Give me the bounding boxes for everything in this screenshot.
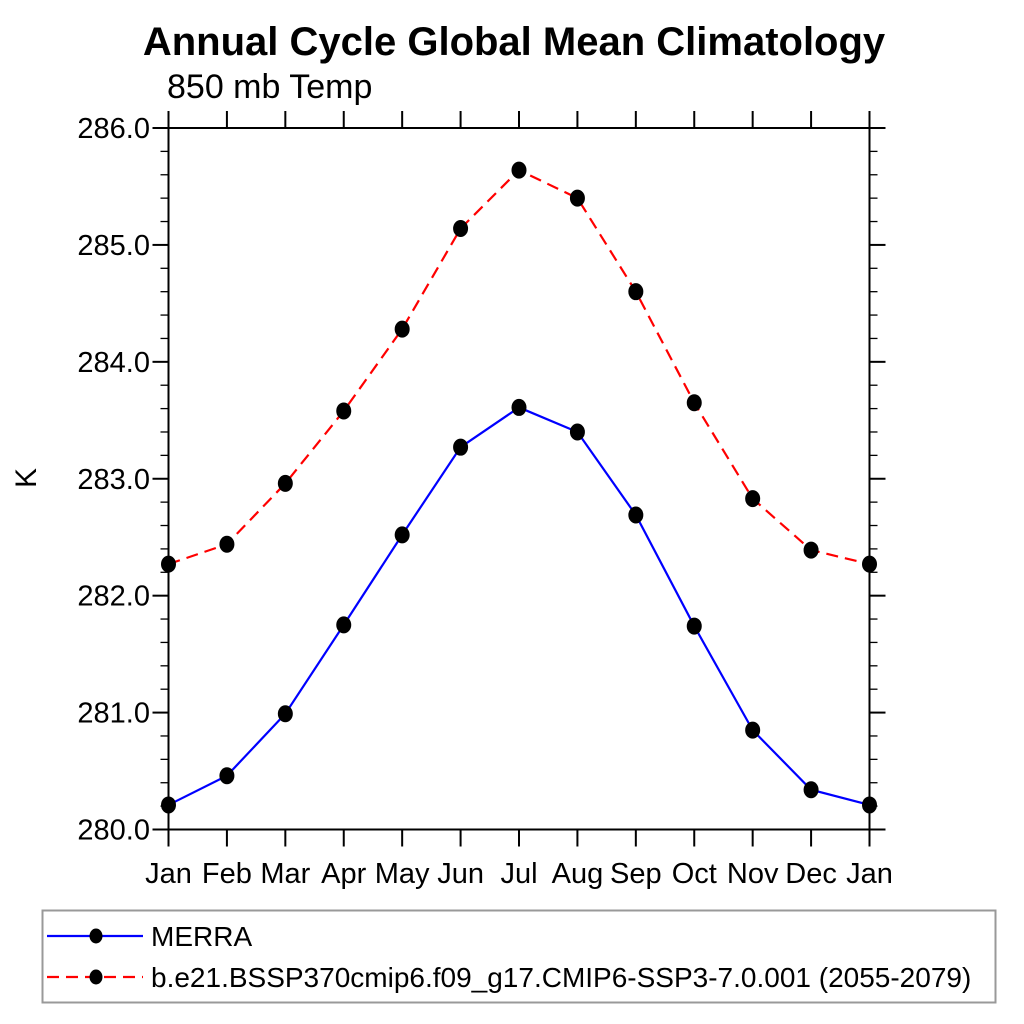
data-point-marker <box>569 423 585 441</box>
x-tick-label: Mar <box>260 858 310 890</box>
data-point-marker <box>862 796 877 814</box>
data-point-marker <box>277 705 293 723</box>
legend-box <box>41 909 997 1004</box>
legend-label: MERRA <box>151 921 252 952</box>
x-tick-label: Sep <box>610 858 662 890</box>
data-point-marker <box>277 474 293 492</box>
data-point-marker <box>862 555 877 573</box>
x-tick-label: Jan <box>846 858 893 890</box>
y-tick-label: 285.0 <box>77 230 150 262</box>
x-tick-label: Dec <box>785 858 837 890</box>
legend-label: b.e21.BSSP370cmip6.f09_g17.CMIP6-SSP3-7.… <box>151 962 971 993</box>
data-point-marker <box>336 402 352 420</box>
chart-title: Annual Cycle Global Mean Climatology <box>143 20 886 64</box>
data-point-marker <box>686 617 702 635</box>
data-point-marker <box>161 555 176 573</box>
series-line <box>168 406 870 807</box>
data-point-marker <box>511 161 527 179</box>
data-point-marker <box>453 220 469 238</box>
y-tick-label: 284.0 <box>77 347 150 379</box>
x-tick-label: Nov <box>727 858 779 890</box>
data-point-marker <box>453 438 469 456</box>
series-line <box>168 168 870 566</box>
x-tick-label: Apr <box>321 858 366 890</box>
x-tick-label: May <box>375 858 430 890</box>
x-tick-label: Feb <box>202 858 252 890</box>
data-point-marker <box>569 189 585 207</box>
series-merra <box>161 398 877 814</box>
data-point-marker <box>511 398 527 416</box>
data-point-marker <box>803 541 819 559</box>
series-model <box>161 161 877 573</box>
data-point-marker <box>219 767 235 785</box>
data-point-marker <box>628 283 644 301</box>
data-point-marker <box>686 394 702 412</box>
y-tick-label: 280.0 <box>77 815 150 847</box>
x-tick-label: Aug <box>552 858 604 890</box>
legend-marker-icon <box>89 928 103 944</box>
x-tick-label: Jun <box>437 858 484 890</box>
data-point-marker <box>219 535 235 553</box>
legend-entry-model: b.e21.BSSP370cmip6.f09_g17.CMIP6-SSP3-7.… <box>47 962 971 993</box>
y-tick-label: 281.0 <box>77 698 150 730</box>
chart-subtitle: 850 mb Temp <box>167 68 372 106</box>
data-point-marker <box>394 320 410 338</box>
y-tick-label: 283.0 <box>77 464 150 496</box>
x-tick-label: Jan <box>145 858 192 890</box>
legend-marker-icon <box>89 969 103 985</box>
y-tick-label: 282.0 <box>77 581 150 613</box>
data-point-marker <box>628 506 644 524</box>
legend: MERRA b.e21.BSSP370cmip6.f09_g17.CMIP6-S… <box>41 909 997 1004</box>
y-axis-label: K <box>10 468 43 488</box>
x-tick-label: Oct <box>672 858 717 890</box>
y-tick-label: 286.0 <box>77 113 150 145</box>
data-point-marker <box>161 796 176 814</box>
data-point-marker <box>394 526 410 544</box>
data-point-marker <box>803 781 819 799</box>
plot-frame <box>167 127 871 831</box>
data-point-marker <box>745 721 761 739</box>
legend-entry-merra: MERRA <box>47 921 252 952</box>
x-tick-label: Jul <box>500 858 537 890</box>
data-point-marker <box>745 490 761 508</box>
data-point-marker <box>336 616 352 634</box>
plot-area: 280.0 281.0 282.0 283.0 284.0 285.0 286.0 Jan Fe… <box>77 111 893 890</box>
